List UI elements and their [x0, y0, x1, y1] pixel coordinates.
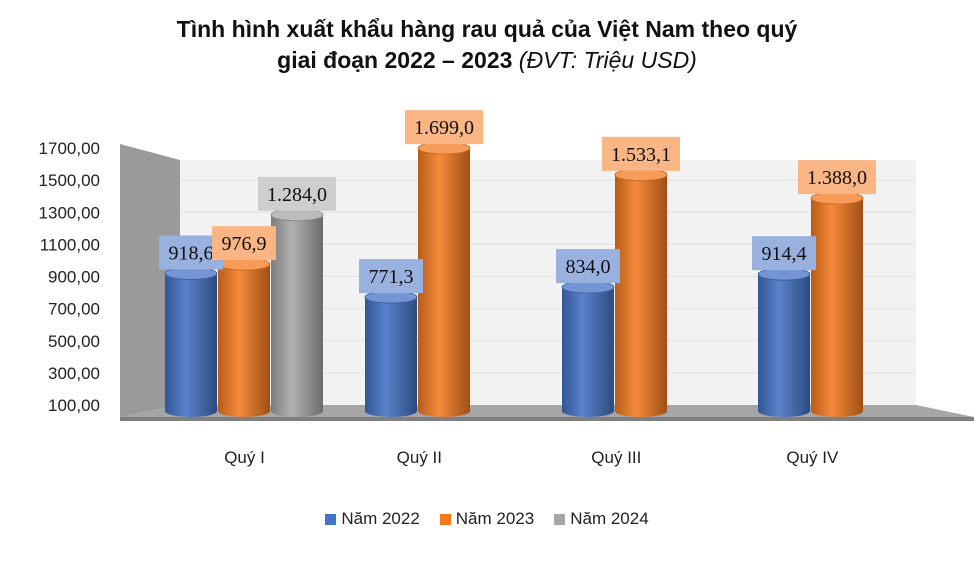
- data-labels: 918,6 976,9 1.284,0 771,3 1.699,0 834,0 1.533,…: [159, 110, 876, 294]
- legend-label: Năm 2024: [570, 509, 649, 528]
- legend-item: Năm 2022: [325, 509, 420, 529]
- y-tick-label: 1500,00: [39, 171, 100, 190]
- chart-title-period: giai đoạn 2022 – 2023: [277, 47, 513, 73]
- chart-title: Tình hình xuất khẩu hàng rau quả của Việ…: [0, 14, 974, 76]
- data-label: 976,9: [212, 226, 276, 261]
- chart-title-line2: giai đoạn 2022 – 2023 (ĐVT: Triệu USD): [0, 45, 974, 76]
- svg-text:1.284,0: 1.284,0: [267, 184, 327, 206]
- bar: [757, 267, 811, 417]
- data-label: 1.533,1: [602, 136, 680, 171]
- svg-text:1.388,0: 1.388,0: [807, 167, 867, 189]
- bar: [810, 191, 864, 417]
- x-tick-label: Quý III: [591, 448, 641, 467]
- svg-text:1.533,1: 1.533,1: [611, 144, 671, 166]
- bar: [614, 168, 668, 417]
- x-axis-tick-labels: Quý I Quý II Quý III Quý IV: [224, 448, 839, 467]
- data-label: 1.284,0: [258, 176, 336, 211]
- x-tick-label: Quý IV: [786, 448, 839, 467]
- bar: [164, 267, 218, 417]
- bar: [364, 290, 418, 417]
- y-tick-label: 500,00: [48, 332, 100, 351]
- legend-label: Năm 2023: [455, 509, 535, 528]
- svg-text:914,4: 914,4: [762, 243, 807, 265]
- y-tick-label: 300,00: [48, 364, 100, 383]
- bar: [217, 257, 271, 417]
- legend-swatch: [439, 514, 451, 525]
- data-label: 1.388,0: [798, 160, 876, 195]
- y-tick-label: 1700,00: [39, 139, 100, 158]
- chart-title-line1: Tình hình xuất khẩu hàng rau quả của Việ…: [176, 16, 798, 42]
- x-tick-label: Quý II: [397, 448, 442, 467]
- y-tick-label: 1300,00: [39, 203, 100, 222]
- x-tick-label: Quý I: [224, 448, 265, 467]
- legend-item: Năm 2023: [439, 509, 535, 529]
- legend-swatch: [325, 514, 337, 525]
- legend-item: Năm 2024: [554, 509, 649, 529]
- legend-swatch: [554, 514, 566, 525]
- y-axis-tick-labels: 100,00 300,00 500,00 700,00 900,00 1100,00 130…: [39, 139, 100, 415]
- y-tick-label: 700,00: [48, 300, 100, 319]
- y-tick-label: 900,00: [48, 268, 100, 287]
- data-label: 914,4: [752, 236, 816, 271]
- bars: [164, 141, 864, 417]
- bar-chart: 100,00 300,00 500,00 700,00 900,00 1100,00 130…: [39, 110, 974, 467]
- floor-edge: [120, 417, 974, 421]
- svg-text:834,0: 834,0: [566, 256, 611, 278]
- svg-text:918,6: 918,6: [169, 243, 214, 265]
- svg-text:771,3: 771,3: [369, 266, 414, 288]
- data-label: 834,0: [556, 249, 620, 284]
- bar: [270, 208, 324, 417]
- y-tick-label: 1100,00: [40, 235, 100, 254]
- svg-text:976,9: 976,9: [222, 233, 267, 255]
- data-label: 1.699,0: [405, 110, 483, 145]
- legend: Năm 2022 Năm 2023 Năm 2024: [0, 509, 974, 529]
- data-label: 771,3: [359, 259, 423, 294]
- legend-label: Năm 2022: [341, 509, 420, 528]
- bar: [417, 141, 471, 417]
- chart-title-unit: (ĐVT: Triệu USD): [518, 47, 697, 73]
- svg-text:1.699,0: 1.699,0: [414, 117, 474, 139]
- bar: [561, 280, 615, 417]
- y-tick-label: 100,00: [48, 396, 100, 415]
